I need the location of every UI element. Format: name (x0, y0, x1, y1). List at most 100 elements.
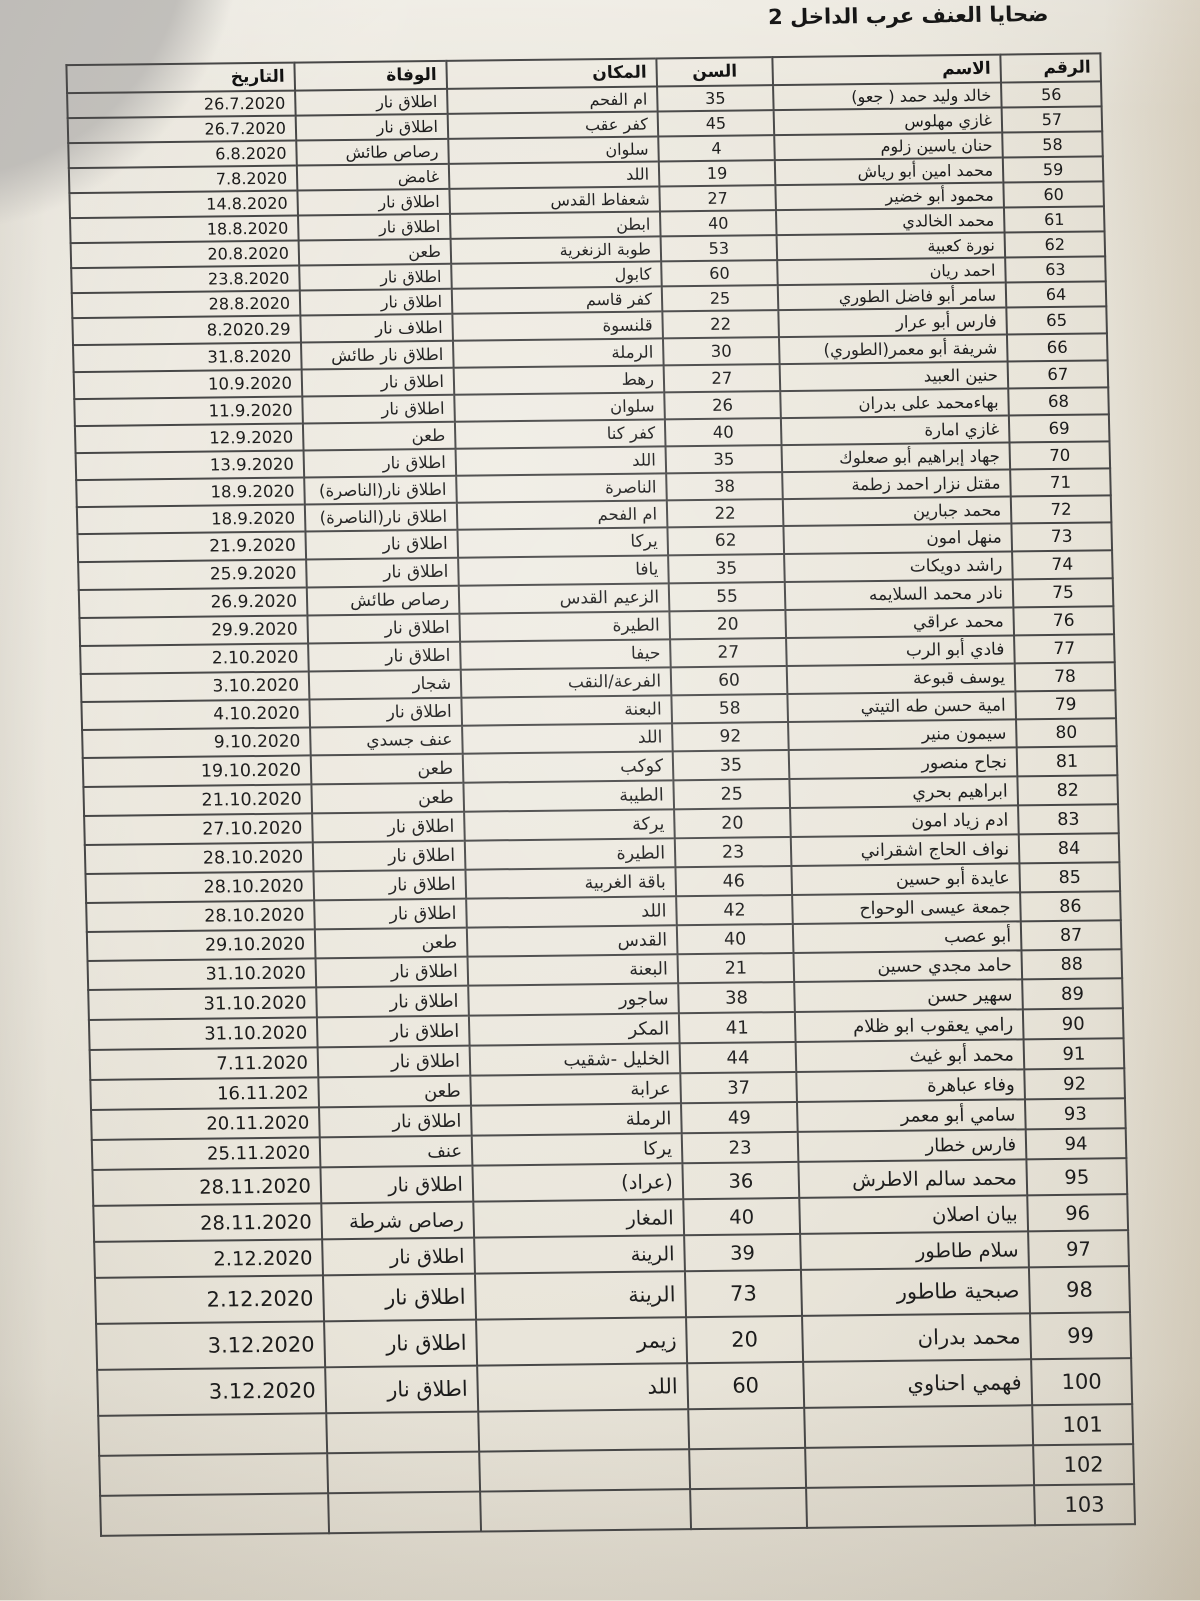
cell-num: 83 (1018, 804, 1119, 835)
cell-death: غامض (296, 163, 450, 191)
cell-name: فهمي احناوي (803, 1359, 1033, 1408)
cell-age: 23 (674, 836, 792, 868)
cell-name: فادي أبو الرب (786, 635, 1015, 667)
cell-num: 93 (1024, 1098, 1126, 1130)
cell-place: سلوان (454, 392, 665, 422)
cell-age: 35 (668, 554, 785, 584)
cell-age: 46 (675, 865, 793, 897)
cell-death: اطلاق نار (313, 869, 467, 901)
cell-date (100, 1493, 330, 1536)
cell-place: يركة (464, 809, 675, 841)
cell-death: رصاص شرطة (321, 1201, 475, 1240)
cell-num: 74 (1012, 550, 1113, 580)
cell-death: اطلاق نار (312, 840, 466, 872)
cell-death: اطلاق نار (299, 288, 453, 316)
cell-age: 62 (667, 526, 785, 556)
cell-age: 27 (663, 364, 781, 393)
cell-date: 29.10.2020 (86, 929, 316, 961)
cell-date: 21.9.2020 (77, 531, 307, 563)
cell-place: الطيرة (459, 611, 671, 642)
cell-death: عنف جسدي (310, 725, 463, 756)
cell-name: جمعة عيسى الوحواح (792, 892, 1021, 924)
cell-name: نادر محمد السلايمه (784, 579, 1014, 611)
cell-date: 31.10.2020 (88, 987, 317, 1020)
cell-death: اطلاق نار (322, 1273, 477, 1322)
cell-place: يركا (471, 1133, 683, 1166)
cell-place: الطيرة (464, 838, 676, 870)
cell-death: اطلاق نار (316, 1015, 470, 1048)
cell-name (804, 1405, 1034, 1448)
cell-name: حامد مجدي حسين (793, 950, 1023, 982)
cell-place: اللد (455, 446, 667, 476)
cell-age: 73 (684, 1269, 803, 1318)
cell-place: الرينة (474, 1271, 687, 1320)
cell-name: وفاء عباهرة (796, 1069, 1025, 1102)
cell-num: 102 (1033, 1444, 1135, 1486)
cell-age: 25 (673, 778, 791, 810)
cell-name: محمود أبو خضير (775, 182, 1004, 211)
cell-death: اطلاق نار (297, 188, 450, 216)
cell-name: محمد سالم الاطرش (798, 1159, 1028, 1198)
cell-place: المكر (468, 1013, 680, 1046)
cell-name: سامي أبو معمر (796, 1099, 1026, 1132)
cell-death: شجار (308, 669, 462, 700)
cell-death: رصاص طائش (296, 138, 449, 166)
cell-death: طعن (314, 927, 468, 959)
cell-death: اطلاق نار (312, 811, 465, 843)
cell-num: 66 (1006, 333, 1108, 362)
cell-place: زيمر (476, 1317, 688, 1366)
cell-age: 23 (681, 1131, 799, 1164)
cell-place: شعفاط القدس (449, 186, 660, 214)
cell-death: اطلاق نار (299, 263, 452, 291)
cell-age: 27 (670, 638, 787, 668)
cell-death: اطلاف نار (300, 313, 453, 343)
cell-death: طعن (310, 753, 464, 785)
cell-age: 38 (678, 981, 795, 1014)
cell-date: 16.11.202 (90, 1077, 320, 1110)
cell-age: 49 (680, 1101, 798, 1134)
cell-date: 26.7.2020 (67, 115, 297, 144)
cell-num: 76 (1013, 606, 1115, 636)
cell-death: طعن (311, 782, 465, 814)
cell-age: 27 (659, 185, 776, 212)
cell-date: 31.8.2020 (73, 342, 302, 373)
cell-age (688, 1407, 806, 1450)
cell-date: 18.9.2020 (76, 504, 306, 535)
cell-death: اطلاق نار (307, 613, 461, 644)
cell-name: نورة كعبية (776, 232, 1006, 261)
cell-place: باقة الغربية (465, 867, 677, 899)
cell-name: مقتل نزار احمد زطمة (782, 469, 1011, 500)
cell-name: غازي امارة (780, 415, 1010, 446)
cell-date: 31.10.2020 (88, 1017, 318, 1050)
cell-age: 55 (668, 582, 786, 612)
cell-name: غازي مهلوس (773, 107, 1003, 136)
cell-place: الطيبة (463, 780, 675, 812)
cell-death: طعن (318, 1075, 472, 1108)
cell-date: 18.9.2020 (76, 477, 305, 508)
cell-date: 28.11.2020 (92, 1167, 322, 1206)
cell-date: 25.11.2020 (91, 1137, 321, 1170)
cell-date: 28.8.2020 (71, 290, 301, 319)
cell-death (327, 1451, 481, 1494)
cell-date: 2.12.2020 (94, 1275, 325, 1324)
cell-num: 60 (1003, 181, 1104, 208)
cell-age: 38 (666, 472, 783, 501)
cell-name: سلام طاطور (800, 1231, 1029, 1270)
cell-death: اطلاق نار (324, 1319, 478, 1368)
column-header-place: المكان (446, 58, 658, 89)
cell-place (480, 1489, 692, 1532)
cell-num: 56 (1001, 81, 1102, 108)
cell-num: 70 (1009, 441, 1111, 470)
cell-death: اطلاق نار (306, 557, 459, 588)
cell-date: 26.9.2020 (78, 587, 308, 619)
cell-age: 60 (687, 1361, 805, 1410)
cell-num: 89 (1022, 978, 1123, 1010)
cell-name: سيمون منير (788, 719, 1017, 751)
cell-place: المغار (473, 1199, 685, 1238)
cell-num: 87 (1020, 920, 1122, 951)
cell-name (806, 1485, 1036, 1528)
cell-age: 36 (682, 1161, 800, 1200)
cell-age: 25 (661, 285, 779, 312)
cell-num: 77 (1014, 634, 1115, 664)
cell-num: 73 (1011, 522, 1113, 552)
